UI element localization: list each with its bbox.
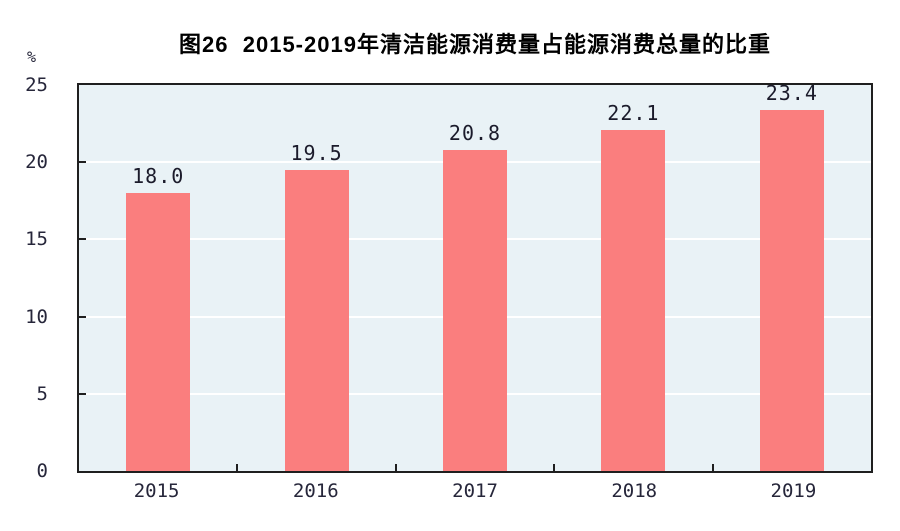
bar-value-label: 23.4 (765, 80, 818, 105)
x-tick-label: 2019 (770, 480, 817, 502)
y-tick-mark (79, 161, 86, 164)
y-tick-label: 25 (25, 74, 48, 96)
bar (126, 193, 191, 471)
x-tick-label: 2018 (611, 480, 658, 502)
y-axis-unit-label: % (27, 48, 37, 66)
y-tick-label: 10 (25, 305, 48, 328)
x-axis-tick-labels: 2015 2016 2017 2018 2019 (77, 480, 873, 502)
y-axis-tick-labels: 0 5 10 15 20 25 (0, 74, 48, 482)
chart-title: 图26 2015-2019年清洁能源消费量占能源消费总量的比重 (179, 32, 771, 57)
x-tick-mark (394, 464, 397, 471)
x-tick-label: 2015 (133, 480, 180, 502)
bar-value-label: 20.8 (448, 120, 502, 145)
y-tick-mark (79, 315, 86, 318)
bar-value-label: 19.5 (290, 140, 343, 165)
bar (284, 169, 349, 471)
y-tick-label: 5 (36, 382, 48, 405)
bar (759, 109, 824, 471)
y-tick-label: 20 (25, 151, 48, 174)
x-tick-mark (711, 464, 714, 471)
y-tick-label: 15 (25, 228, 48, 251)
bar-value-label: 18.0 (132, 164, 185, 189)
x-tick-label: 2017 (452, 480, 498, 502)
y-tick-mark (79, 392, 86, 395)
bar (443, 149, 507, 471)
bar (601, 129, 666, 471)
plot-area: 18.0 19.5 20.8 22.1 23.4 (77, 80, 873, 473)
y-tick-mark (79, 238, 86, 241)
x-tick-label: 2016 (292, 480, 339, 502)
x-tick-mark (236, 464, 239, 471)
bar-value-label: 22.1 (607, 100, 660, 125)
y-tick-label: 0 (36, 460, 48, 482)
x-tick-mark (553, 464, 556, 471)
